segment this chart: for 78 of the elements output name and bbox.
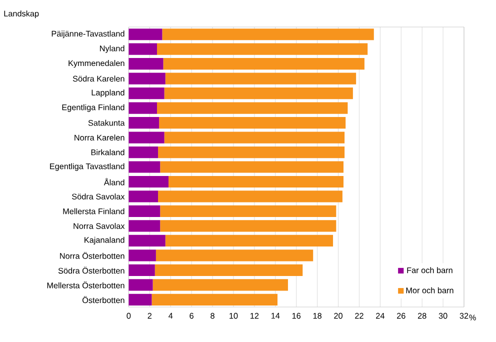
y-tick-label: Norra Savolax: [74, 222, 125, 229]
bar: [156, 43, 368, 55]
bar: [152, 294, 278, 306]
bar: [128, 72, 166, 84]
bar: [128, 58, 164, 70]
legend-label: Mor och barn: [406, 287, 454, 294]
bar: [160, 220, 336, 232]
bar: [128, 88, 164, 100]
y-tick-label: Österbotten: [82, 296, 124, 304]
bar: [128, 264, 155, 276]
x-tick-label: 32: [460, 312, 468, 319]
legend-label: Far och barn: [407, 267, 452, 274]
bar: [154, 264, 303, 276]
bar: [128, 116, 160, 129]
x-tick-label: 12: [250, 312, 259, 319]
bar: [160, 161, 344, 173]
bar: [165, 72, 356, 84]
bar: [128, 220, 160, 232]
bar: [165, 234, 334, 246]
bar: [152, 279, 288, 291]
y-tick-label: Åland: [104, 178, 124, 186]
y-tick-label: Norra Österbotten: [60, 252, 124, 259]
bar: [128, 43, 157, 55]
bar: [128, 161, 160, 173]
x-axis-title: %: [469, 314, 476, 320]
y-tick-label: Päijänne-Tavastland: [52, 30, 124, 38]
y-tick-label: Södra Savolax: [72, 193, 125, 200]
bar: [158, 146, 345, 158]
x-tick-label: 20: [334, 312, 342, 319]
y-axis-title: Landskap: [4, 10, 39, 18]
y-tick-label: Birkaland: [91, 149, 124, 156]
bar: [128, 205, 160, 218]
x-tick-label: 8: [210, 312, 214, 319]
x-tick-label: 24: [376, 312, 384, 319]
x-tick-label: 6: [190, 312, 194, 319]
y-tick-label: Norra Karelen: [74, 134, 124, 141]
bar: [128, 250, 156, 262]
bar: [128, 190, 158, 202]
bar: [128, 234, 166, 246]
y-tick-label: Södra Karelen: [72, 76, 124, 82]
bar: [168, 176, 344, 188]
y-tick-label: Egentliga Finland: [62, 104, 124, 112]
x-tick-label: 22: [355, 312, 364, 319]
x-tick-label: 28: [418, 312, 426, 319]
bar: [128, 146, 158, 158]
y-tick-label: Södra Österbotten: [58, 266, 124, 274]
y-tick-label: Mellersta Österbotten: [47, 281, 124, 288]
bar: [156, 250, 314, 262]
bar: [160, 205, 336, 218]
x-tick-label: 4: [168, 312, 173, 319]
bar: [156, 102, 348, 114]
bar: [128, 294, 152, 306]
x-tick-label: 30: [438, 312, 448, 319]
bar: [159, 116, 346, 129]
y-tick-label: Mellersta Finland: [63, 208, 124, 214]
y-tick-label: Satakunta: [88, 120, 125, 126]
bar: [128, 102, 157, 114]
x-tick-label: 26: [396, 312, 406, 319]
y-tick-label: Lappland: [92, 90, 124, 98]
x-tick-label: 10: [230, 312, 238, 319]
bar: [128, 28, 162, 40]
bar: [164, 88, 353, 100]
y-tick-label: Kajanaland: [84, 236, 124, 245]
y-tick-label: Egentliga Tavastland: [50, 163, 124, 171]
bar: [163, 58, 364, 70]
bar: [128, 176, 169, 188]
bar: [164, 132, 345, 144]
x-tick-label: 16: [292, 312, 301, 319]
y-tick-label: Nyland: [100, 45, 124, 53]
x-tick-label: 2: [148, 312, 152, 319]
x-tick-label: 14: [271, 312, 280, 319]
bar: [128, 132, 164, 144]
y-tick-label: Kymmenedalen: [68, 60, 124, 68]
x-tick-label: 0: [126, 312, 131, 319]
bar: [128, 279, 153, 291]
bar: [162, 28, 374, 40]
x-tick-label: 18: [313, 312, 322, 319]
bar: [158, 190, 342, 202]
